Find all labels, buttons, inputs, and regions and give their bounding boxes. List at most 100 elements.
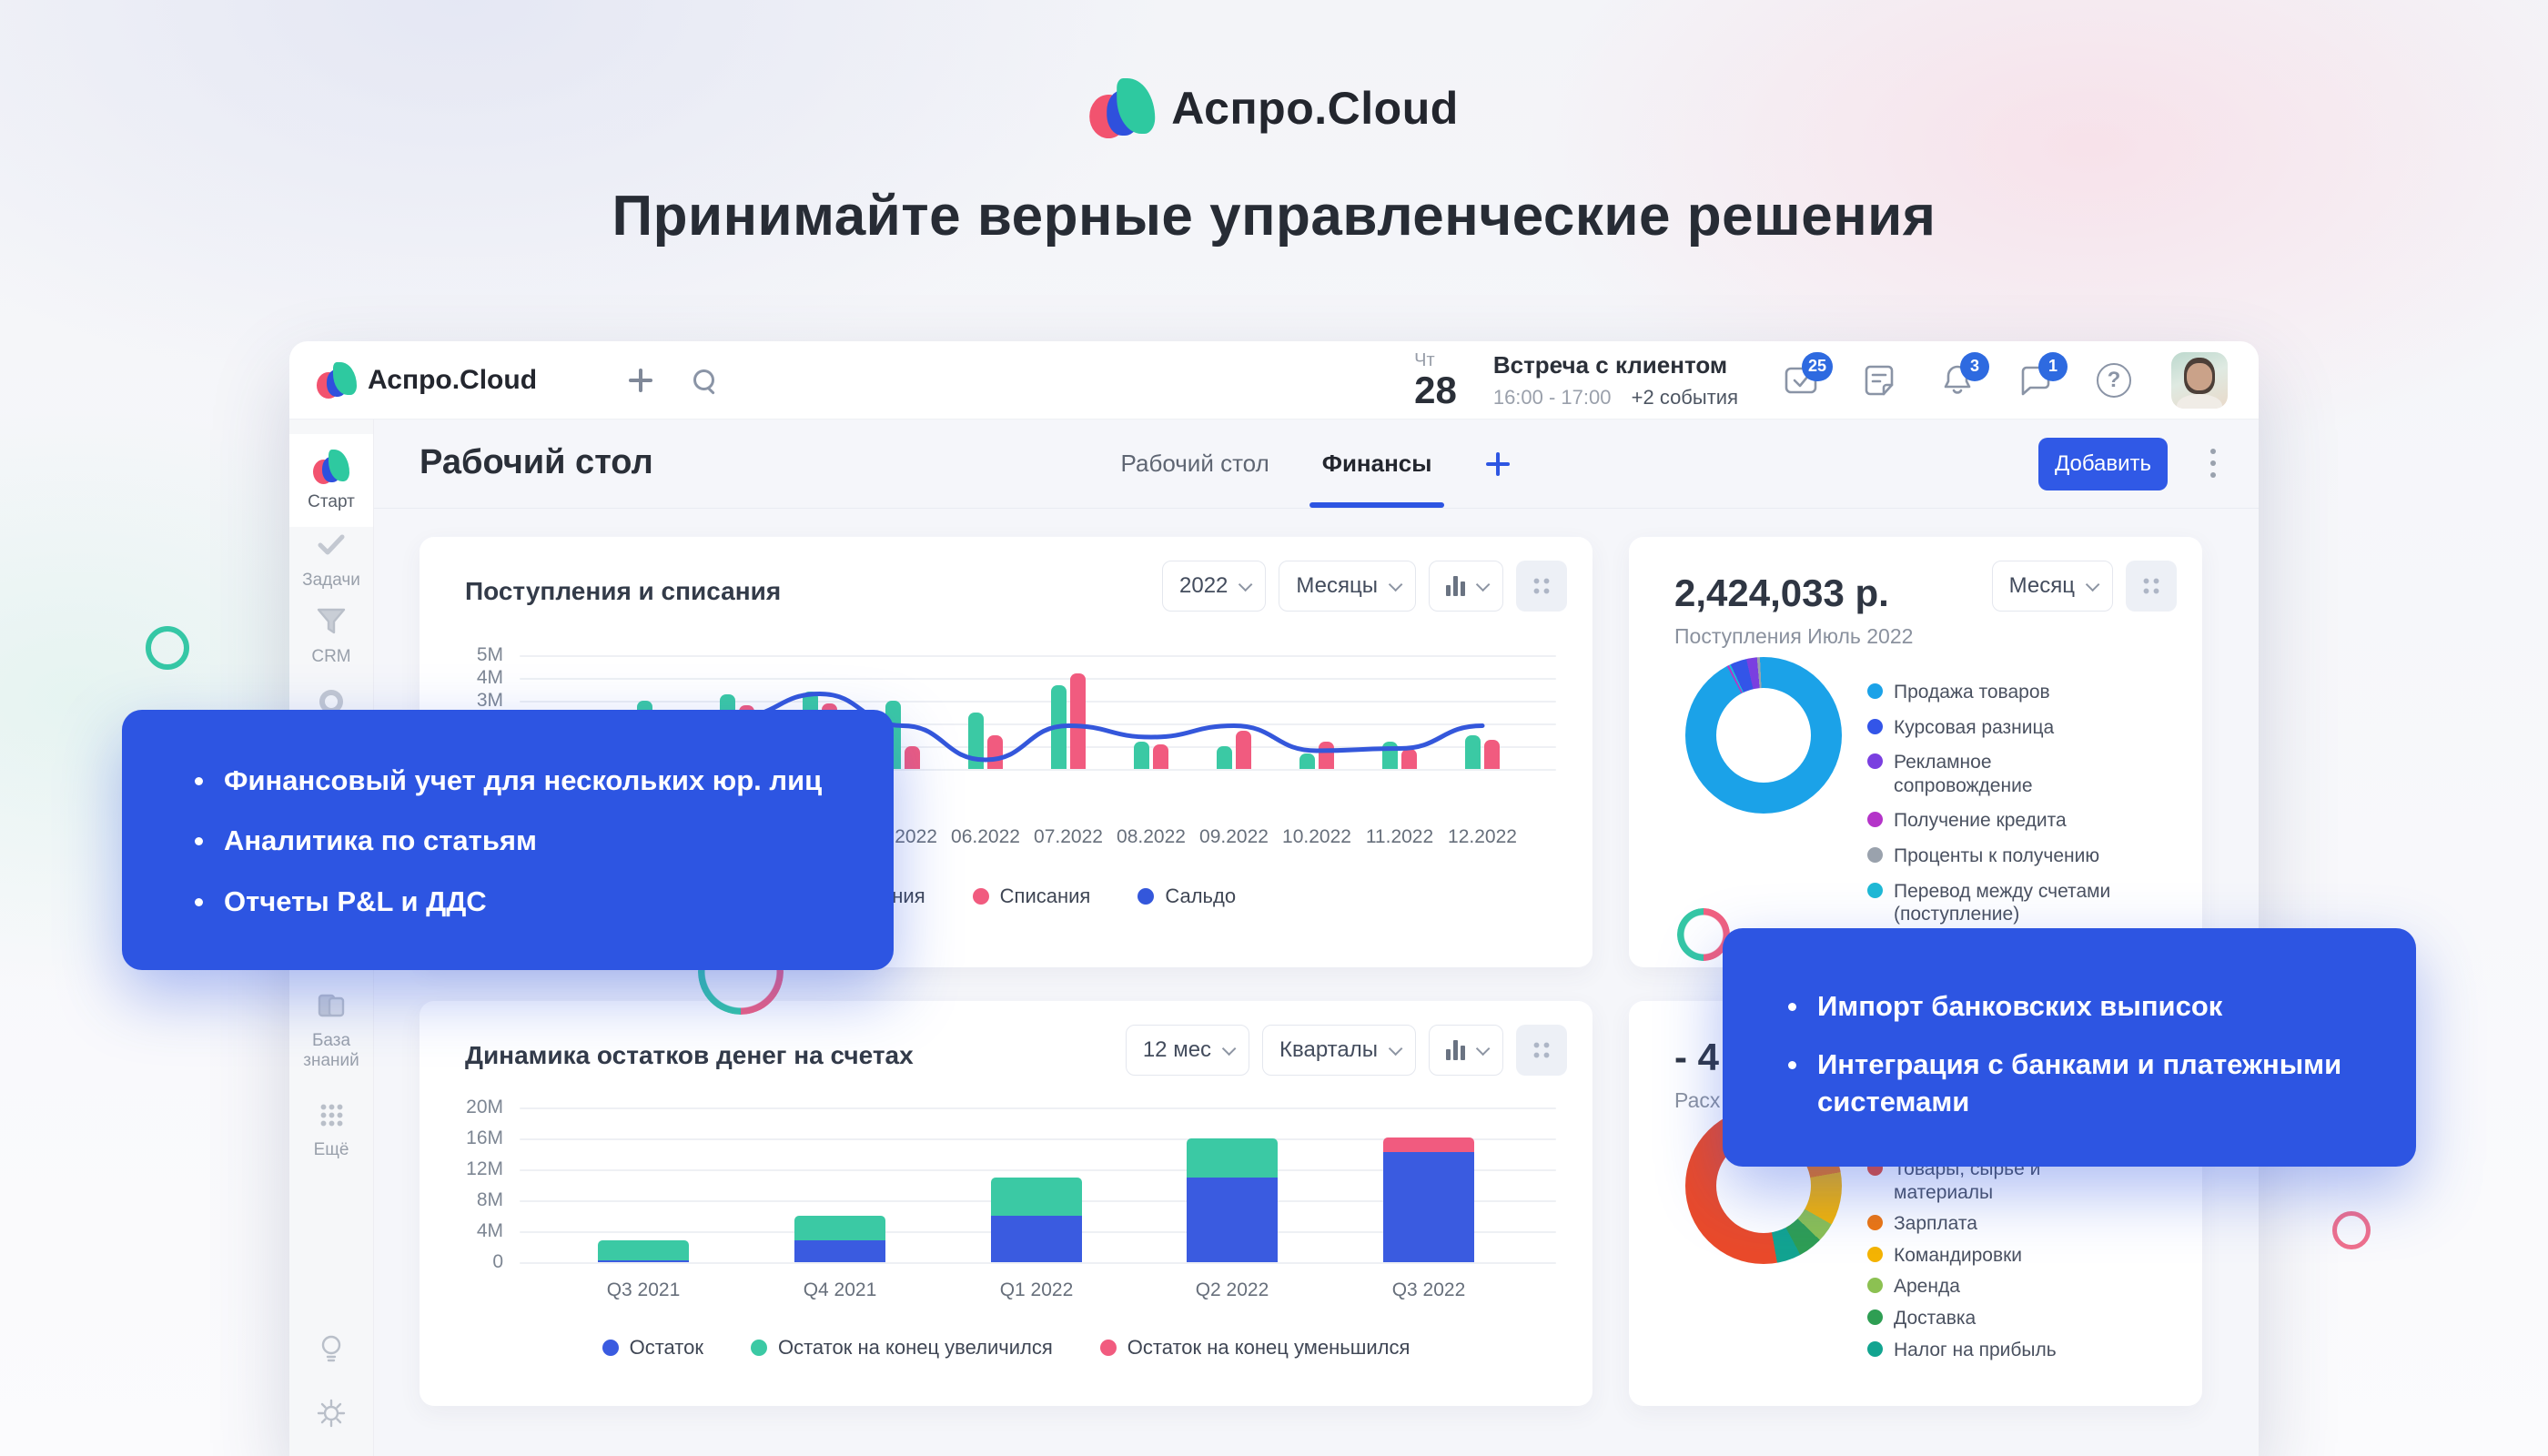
sidebar-item-knowledge[interactable]: База знаний: [289, 986, 373, 1071]
search-button[interactable]: [684, 360, 724, 400]
legend-item[interactable]: Остаток: [602, 1336, 703, 1360]
bar: [1299, 753, 1315, 769]
app-logo-text: Аспро.Cloud: [368, 364, 538, 395]
gridline: [520, 769, 1556, 771]
legend-item[interactable]: Продажа товаров: [1867, 681, 2128, 704]
kebab-menu-icon[interactable]: [2209, 449, 2217, 481]
range-filter[interactable]: 12 мес: [1125, 1025, 1250, 1076]
event-summary[interactable]: Встреча с клиентом 16:00 - 17:00 +2 собы…: [1493, 350, 1738, 410]
period-filter[interactable]: Кварталы: [1262, 1025, 1416, 1076]
period-filter[interactable]: Месяцы: [1279, 561, 1416, 612]
notes-button[interactable]: [1858, 359, 1900, 401]
legend-item[interactable]: Рекламное сопровождение: [1867, 751, 2128, 797]
chevron-down-icon: [2085, 577, 2100, 592]
feature-callout-banking: Импорт банковских выписок Интеграция с б…: [1723, 928, 2416, 1167]
donut-legend: Продажа товаров Курсовая разница Рекламн…: [1867, 681, 2128, 926]
gridline: [520, 1107, 1556, 1109]
drag-handle[interactable]: [2126, 561, 2177, 612]
y-axis-tick: 8M: [476, 1189, 503, 1210]
tasks-inbox-button[interactable]: 25: [1780, 351, 1833, 401]
app-logo[interactable]: Аспро.Cloud: [317, 361, 538, 399]
card-income: 2,424,033 р. Поступления Июль 2022 Месяц…: [1629, 537, 2202, 967]
legend-item[interactable]: Остаток на конец увеличился: [750, 1336, 1053, 1360]
legend-item[interactable]: Доставка: [1867, 1307, 2128, 1330]
x-axis-tick: 12.2022: [1448, 826, 1517, 847]
brand-logo-icon: [1089, 78, 1156, 138]
page-title: Рабочий стол: [420, 443, 653, 481]
x-axis-tick: 10.2022: [1282, 826, 1351, 847]
legend-item[interactable]: Зарплата: [1867, 1212, 2128, 1236]
bar: [598, 1260, 689, 1262]
drag-handle[interactable]: [1516, 561, 1567, 612]
chat-button[interactable]: 1: [2015, 351, 2068, 401]
notifications-badge: 3: [1960, 351, 1989, 381]
calendar-date[interactable]: Чт 28: [1414, 351, 1457, 410]
callout-item: Финансовый учет для нескольких юр. лиц: [187, 763, 857, 799]
bar-chart-icon: [1446, 576, 1465, 596]
y-axis-tick: 5M: [476, 644, 503, 665]
help-button[interactable]: [2093, 359, 2135, 401]
tab-finance[interactable]: Финансы: [1309, 420, 1445, 508]
chevron-down-icon: [1475, 1041, 1491, 1056]
y-axis-tick: 16M: [466, 1127, 503, 1148]
gridline: [520, 678, 1556, 680]
bar: [1134, 742, 1149, 769]
y-axis-tick: 4M: [476, 1220, 503, 1241]
page-head: Рабочий стол Рабочий стол Финансы Добави…: [374, 420, 2259, 509]
callout-item: Интеграция с банками и платежными систем…: [1781, 1046, 2371, 1120]
expense-subtitle: Расх: [1674, 1088, 1721, 1112]
bar: [987, 734, 1003, 769]
year-filter[interactable]: 2022: [1162, 561, 1267, 612]
legend-item[interactable]: Перевод между счетами (поступление): [1867, 880, 2128, 926]
bar: [1051, 684, 1067, 769]
legend-item[interactable]: Аренда: [1867, 1275, 2128, 1299]
plus-icon: [629, 368, 653, 392]
drag-handle[interactable]: [1516, 1025, 1567, 1076]
chevron-down-icon: [1388, 1041, 1403, 1056]
balance-chart[interactable]: 0 4M 8M 12M 16M 20M Q3 2021 Q4 2021 Q1 2022 Q2 20…: [420, 1001, 1592, 1406]
sidebar-item-tasks[interactable]: Задачи: [289, 525, 373, 591]
sidebar-item-crm[interactable]: CRM: [289, 602, 373, 667]
bar: [991, 1216, 1082, 1262]
decor-ring-teal: [146, 626, 189, 670]
add-widget-button[interactable]: Добавить: [2038, 438, 2168, 490]
tab-desktop[interactable]: Рабочий стол: [1120, 450, 1269, 477]
event-time: 16:00 - 17:00: [1492, 386, 1612, 409]
chart-type-filter[interactable]: [1429, 1025, 1503, 1076]
legend-item[interactable]: Налог на прибыль: [1867, 1339, 2128, 1362]
legend-item[interactable]: Сальдо: [1138, 885, 1236, 908]
settings-gear-icon: [317, 1399, 346, 1428]
brand-name: Аспро.Cloud: [1171, 83, 1459, 134]
gridline: [520, 701, 1556, 703]
card-title: Поступления и списания: [465, 577, 782, 605]
help-icon: [2097, 362, 2131, 398]
chevron-down-icon: [1221, 1041, 1237, 1056]
bar: [1070, 673, 1086, 769]
sidebar-item-settings[interactable]: [289, 1393, 373, 1433]
decor-ring-teal-pink: [1677, 908, 1730, 961]
sidebar-item-more[interactable]: Ещё: [289, 1095, 373, 1160]
legend-item[interactable]: Курсовая разница: [1867, 716, 2128, 740]
user-avatar[interactable]: [2171, 351, 2228, 409]
legend-item[interactable]: Остаток на конец уменьшился: [1099, 1336, 1410, 1360]
donut-legend: Товары, сырье и материалы Зарплата Коман…: [1867, 1158, 2128, 1361]
bar: [1383, 1152, 1474, 1262]
add-tab-button[interactable]: [1484, 450, 1512, 478]
income-subtitle: Поступления Июль 2022: [1674, 624, 1914, 648]
income-donut-chart[interactable]: [1685, 657, 1842, 814]
gridline: [520, 1169, 1556, 1171]
period-filter[interactable]: Месяц: [1991, 561, 2113, 612]
legend-item[interactable]: Списания: [972, 885, 1090, 908]
chart-type-filter[interactable]: [1429, 561, 1503, 612]
notifications-button[interactable]: 3: [1936, 351, 1989, 401]
y-axis-tick: 0: [492, 1251, 503, 1272]
legend-item[interactable]: Проценты к получению: [1867, 844, 2128, 868]
sidebar-item-start[interactable]: Старт: [289, 434, 373, 527]
create-button[interactable]: [621, 360, 661, 400]
legend-item[interactable]: Получение кредита: [1867, 809, 2128, 833]
legend-item[interactable]: Командировки: [1867, 1244, 2128, 1268]
sidebar-item-idea[interactable]: [289, 1330, 373, 1370]
bar: [968, 712, 984, 769]
bar: [794, 1240, 885, 1262]
